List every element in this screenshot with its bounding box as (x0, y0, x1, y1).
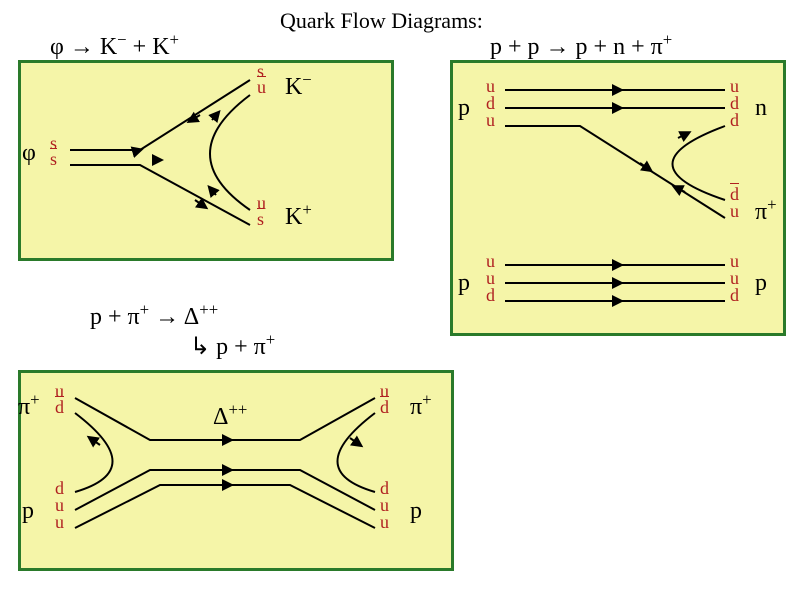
d2-pi-q: du (730, 186, 739, 220)
d1-kp: K+ (285, 200, 312, 231)
d2-p2-q: uud (486, 253, 495, 304)
d1-phi: φ (22, 140, 36, 167)
d3-pi-out-q: ud (380, 383, 389, 415)
d2-p3-q: uud (730, 253, 739, 304)
d2-p2: p (458, 270, 470, 297)
d3-pi-in-q: ud (55, 383, 64, 415)
d2-n: n (755, 95, 767, 122)
d1-kp-q: us (257, 195, 266, 227)
d2-n-q: udd (730, 78, 739, 129)
d2-p3: p (755, 270, 767, 297)
d3-delta: Δ++ (213, 400, 247, 431)
d1-km: K− (285, 70, 312, 101)
d3-p-in: p (22, 498, 34, 525)
d3-p-out: p (410, 498, 422, 525)
d2-p1: p (458, 95, 470, 122)
d3-pi-in: π+ (18, 390, 40, 421)
flow-lines (0, 0, 794, 595)
d2-p1-q: udu (486, 78, 495, 129)
d2-pi: π+ (755, 195, 777, 226)
d1-km-q: su (257, 63, 266, 95)
d3-pi-out: π+ (410, 390, 432, 421)
d1-phi-q: ss (50, 135, 57, 167)
d3-p-in-q: duu (55, 480, 64, 531)
d3-p-out-q: duu (380, 480, 389, 531)
